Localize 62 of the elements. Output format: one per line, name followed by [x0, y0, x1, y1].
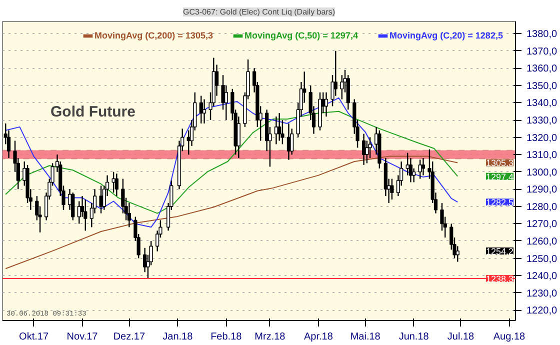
x-tick-label: Aug.18	[493, 332, 526, 342]
y-tick-label: 1260,0	[526, 236, 558, 248]
y-tick-label: 1270,0	[526, 219, 558, 230]
candlestick	[390, 178, 394, 200]
candlestick	[456, 246, 460, 262]
text: Gold Future	[50, 104, 136, 120]
y-tick-label: 1230,0	[526, 288, 558, 300]
y-tick-label: 1280,0	[526, 202, 558, 213]
candlestick	[406, 152, 410, 176]
candlestick	[127, 202, 131, 228]
x-tick-label: Jan.18	[162, 332, 194, 342]
candlestick	[368, 136, 372, 159]
candlestick	[418, 159, 422, 180]
chart-subtitle: GC3-067: Gold (Elec) Cont Liq (Daily bars)	[182, 8, 336, 16]
candlestick	[114, 172, 118, 197]
x-tick-label: Feb.18	[210, 332, 242, 342]
y-tick-label: 1320,0	[526, 132, 558, 144]
candlestick	[224, 84, 228, 121]
candlestick	[334, 50, 338, 96]
x-tick-label: Apr.18	[304, 332, 334, 342]
annotation: 1305,3	[486, 158, 514, 168]
y-tick-label: 1380,0	[526, 29, 558, 40]
y-tick-label: 1300,0	[526, 167, 558, 178]
y-tick-label: 1290,0	[526, 184, 558, 196]
ref-line-label: 1238,3	[486, 274, 514, 284]
candlestick	[236, 116, 240, 159]
y-tick-label: 1350,0	[526, 80, 558, 92]
annotation: 1254,2	[486, 246, 514, 257]
y-tick-label: 1250,0	[526, 254, 558, 265]
y-tick-label: 1240,0	[526, 271, 558, 282]
candlestick	[202, 98, 206, 124]
x-tick-label: Jun.18	[398, 332, 430, 342]
candlestick	[84, 198, 88, 232]
x-tick-label: Okt.17	[19, 332, 49, 342]
x-tick-label: Mrz.18	[254, 332, 286, 342]
annotation: 1282,5	[486, 198, 514, 208]
legend-label: MovingAvg (C,200) = 1305,3	[94, 30, 213, 40]
candlestick	[340, 74, 344, 100]
candlestick	[199, 95, 203, 124]
annotation: 1297,4	[486, 172, 514, 182]
candlestick	[408, 157, 413, 183]
candlestick	[362, 133, 366, 166]
legend-label: MovingAvg (C,50) = 1297,4	[244, 30, 358, 40]
candlestick	[421, 157, 426, 176]
candlestick	[324, 92, 328, 118]
x-tick-label: Dez.17	[113, 332, 146, 342]
x-tick-label: Mai.18	[350, 332, 381, 342]
candlestick	[112, 171, 116, 194]
x-tick-label: Jul.18	[447, 332, 475, 342]
candlestick	[99, 185, 103, 214]
x-tick-label: Nov.17	[66, 332, 98, 342]
y-tick-label: 1330,0	[526, 116, 558, 127]
y-tick-label: 1310,0	[526, 150, 558, 162]
line-series	[5, 156, 458, 270]
y-tick-label: 1360,0	[526, 64, 558, 75]
y-tick-label: 1220,0	[526, 306, 558, 317]
candlestick	[278, 112, 282, 142]
y-tick-label: 1370,0	[526, 46, 558, 58]
candlestick	[365, 140, 369, 164]
legend-label: MovingAvg (C,20) = 1282,5	[390, 30, 503, 40]
candlestick	[71, 192, 75, 221]
y-tick-label: 1340,0	[526, 98, 558, 110]
